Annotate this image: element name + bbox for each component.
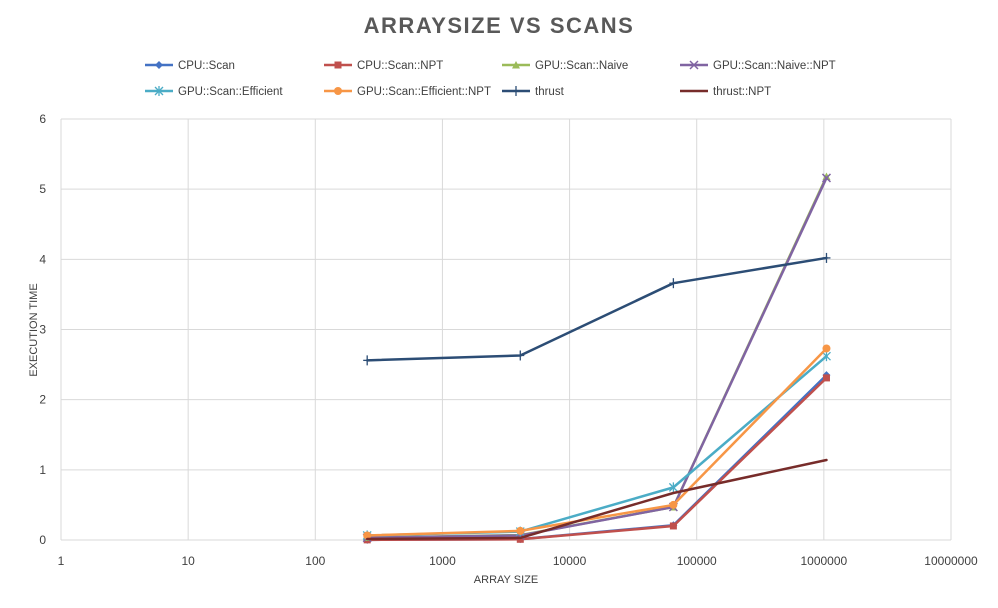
legend-entry: GPU::Scan::Naive::NPT bbox=[680, 60, 836, 72]
data-point bbox=[516, 535, 524, 543]
series-5 bbox=[363, 344, 831, 540]
legend-label: thrust bbox=[535, 86, 565, 98]
x-tick-label: 1 bbox=[58, 554, 65, 568]
data-point bbox=[516, 350, 525, 361]
x-axis-title: ARRAY SIZE bbox=[474, 574, 538, 586]
data-point bbox=[363, 531, 372, 540]
series-plot bbox=[362, 172, 832, 544]
legend-entry: GPU::Scan::Naive bbox=[502, 60, 628, 72]
data-point bbox=[363, 355, 372, 366]
data-point bbox=[822, 351, 831, 362]
legend: CPU::Scan CPU::Scan::NPT GPU::Scan::Naive G… bbox=[145, 60, 836, 98]
legend-entry: thrust bbox=[502, 86, 565, 98]
data-point-stroke bbox=[821, 173, 832, 183]
y-tick-label: 6 bbox=[39, 112, 46, 126]
y-axis-title: EXECUTION TIME bbox=[28, 283, 40, 376]
y-tick-label: 1 bbox=[39, 463, 46, 477]
x-tick-label: 10000000 bbox=[924, 554, 978, 568]
series-line bbox=[365, 176, 828, 539]
chart-title: ARRAYSIZE VS SCANS bbox=[364, 13, 635, 38]
legend-marker bbox=[154, 86, 164, 96]
gridlines bbox=[60, 118, 952, 541]
x-tick-label: 1000 bbox=[429, 554, 456, 568]
legend-label: GPU::Scan::Naive bbox=[535, 60, 628, 72]
data-point bbox=[822, 252, 831, 263]
x-tick-label: 1000000 bbox=[800, 554, 847, 568]
series-line bbox=[365, 256, 828, 362]
legend-label: GPU::Scan::Efficient bbox=[178, 86, 283, 98]
legend-entry: thrust::NPT bbox=[680, 86, 771, 98]
legend-marker bbox=[155, 61, 163, 69]
legend-label: CPU::Scan::NPT bbox=[357, 60, 443, 72]
data-point bbox=[822, 172, 831, 181]
series-line bbox=[365, 458, 828, 541]
data-point bbox=[822, 374, 830, 382]
legend-marker-stroke bbox=[689, 60, 699, 70]
legend-marker bbox=[689, 60, 699, 70]
legend-marker bbox=[334, 61, 342, 69]
legend-entry: CPU::Scan bbox=[145, 60, 235, 72]
x-tick-label: 100 bbox=[305, 554, 325, 568]
y-tick-label: 3 bbox=[39, 323, 46, 337]
x-tick-label: 100000 bbox=[677, 554, 717, 568]
legend-entry: CPU::Scan::NPT bbox=[324, 60, 443, 72]
data-point bbox=[669, 278, 678, 289]
legend-label: CPU::Scan bbox=[178, 60, 235, 72]
series-6 bbox=[363, 252, 831, 366]
data-point bbox=[516, 526, 525, 535]
data-point bbox=[669, 500, 678, 509]
series-line bbox=[365, 347, 828, 537]
y-tick-label: 0 bbox=[39, 533, 46, 547]
legend-entry: GPU::Scan::Efficient bbox=[145, 86, 283, 98]
x-tick-label: 10 bbox=[181, 554, 195, 568]
y-tick-label: 4 bbox=[39, 252, 46, 266]
data-point bbox=[821, 173, 832, 183]
x-tick-label: 10000 bbox=[553, 554, 587, 568]
legend-label: GPU::Scan::Naive::NPT bbox=[713, 60, 836, 72]
y-tick-label: 5 bbox=[39, 182, 46, 196]
legend-label: GPU::Scan::Efficient::NPT bbox=[357, 86, 491, 98]
legend-marker bbox=[334, 87, 342, 95]
data-point bbox=[669, 522, 677, 530]
y-tick-label: 2 bbox=[39, 393, 46, 407]
legend-entry: GPU::Scan::Efficient::NPT bbox=[324, 86, 491, 98]
legend-label: thrust::NPT bbox=[713, 86, 771, 98]
legend-marker bbox=[512, 86, 520, 96]
series-7 bbox=[365, 458, 828, 541]
data-point bbox=[668, 482, 678, 493]
legend-marker bbox=[512, 61, 520, 69]
data-point bbox=[822, 344, 831, 353]
